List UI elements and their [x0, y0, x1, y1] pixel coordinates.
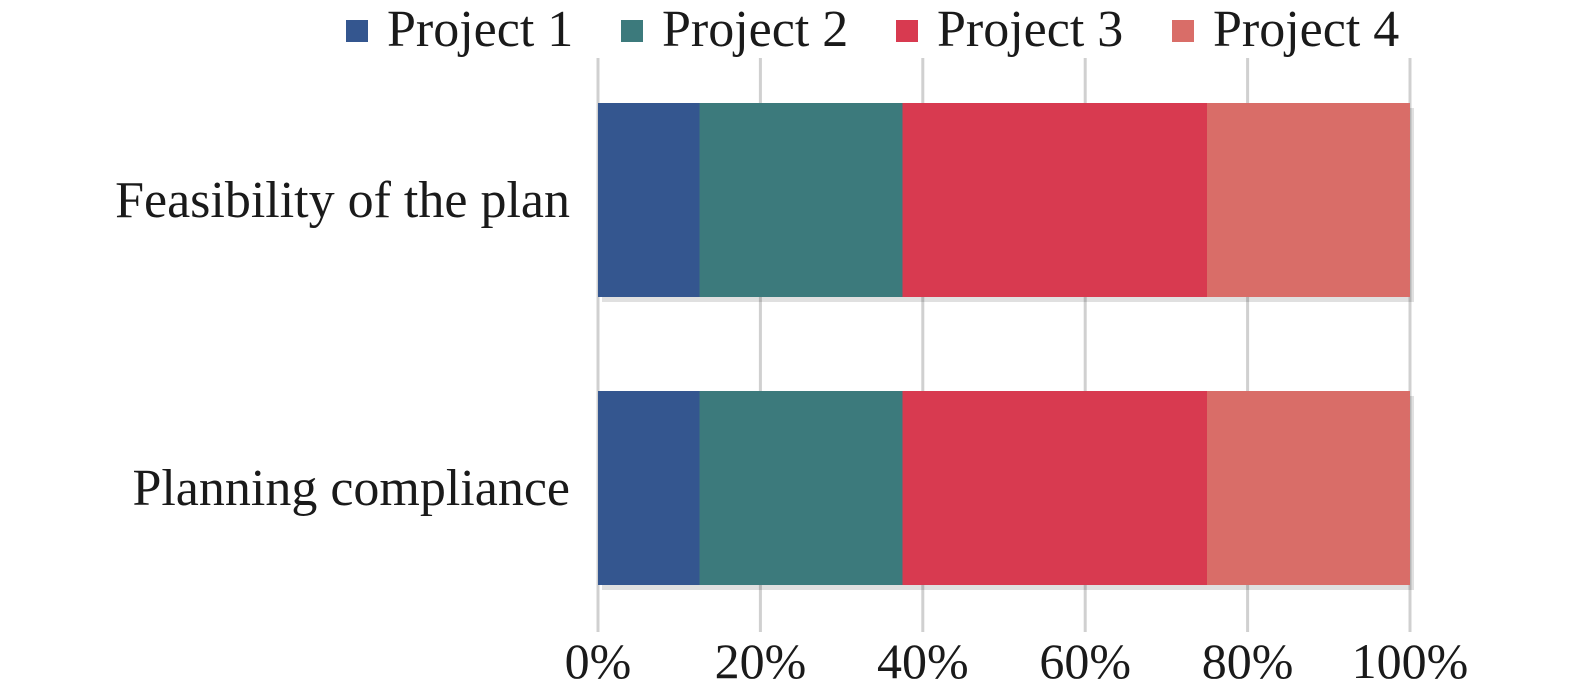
legend-label: Project 3 [937, 1, 1123, 58]
legend-swatch [621, 20, 643, 42]
legend-label: Project 1 [387, 1, 573, 58]
x-tick-label: 80% [1202, 633, 1294, 689]
x-tick-label: 40% [877, 633, 969, 689]
category-label: Feasibility of the plan [115, 172, 570, 229]
bars [598, 103, 1414, 590]
legend-label: Project 2 [662, 1, 848, 58]
x-tick-label: 60% [1039, 633, 1131, 689]
bar-segment-2 [699, 391, 903, 585]
legend-swatch [346, 20, 368, 42]
legend: Project 1 Project 2 Project 3 Project 4 [346, 1, 1399, 58]
legend-swatch [896, 20, 918, 42]
bar-segment-1 [598, 103, 700, 297]
bar-segment-4 [1207, 391, 1410, 585]
category-labels: Feasibility of the plan Planning complian… [115, 172, 570, 517]
x-tick-label: 100% [1352, 633, 1469, 689]
legend-label: Project 4 [1213, 1, 1399, 58]
bar-segment-2 [699, 103, 903, 297]
bar-segment-1 [598, 391, 700, 585]
bar-segment-3 [902, 391, 1207, 585]
x-tick-label: 20% [715, 633, 807, 689]
x-tick-label: 0% [565, 633, 632, 689]
bar-segment-4 [1207, 103, 1410, 297]
category-label: Planning compliance [132, 460, 570, 517]
legend-swatch [1172, 20, 1194, 42]
bar-segment-3 [902, 103, 1207, 297]
x-axis-tick-labels: 0% 20% 40% 60% 80% 100% [565, 633, 1469, 689]
